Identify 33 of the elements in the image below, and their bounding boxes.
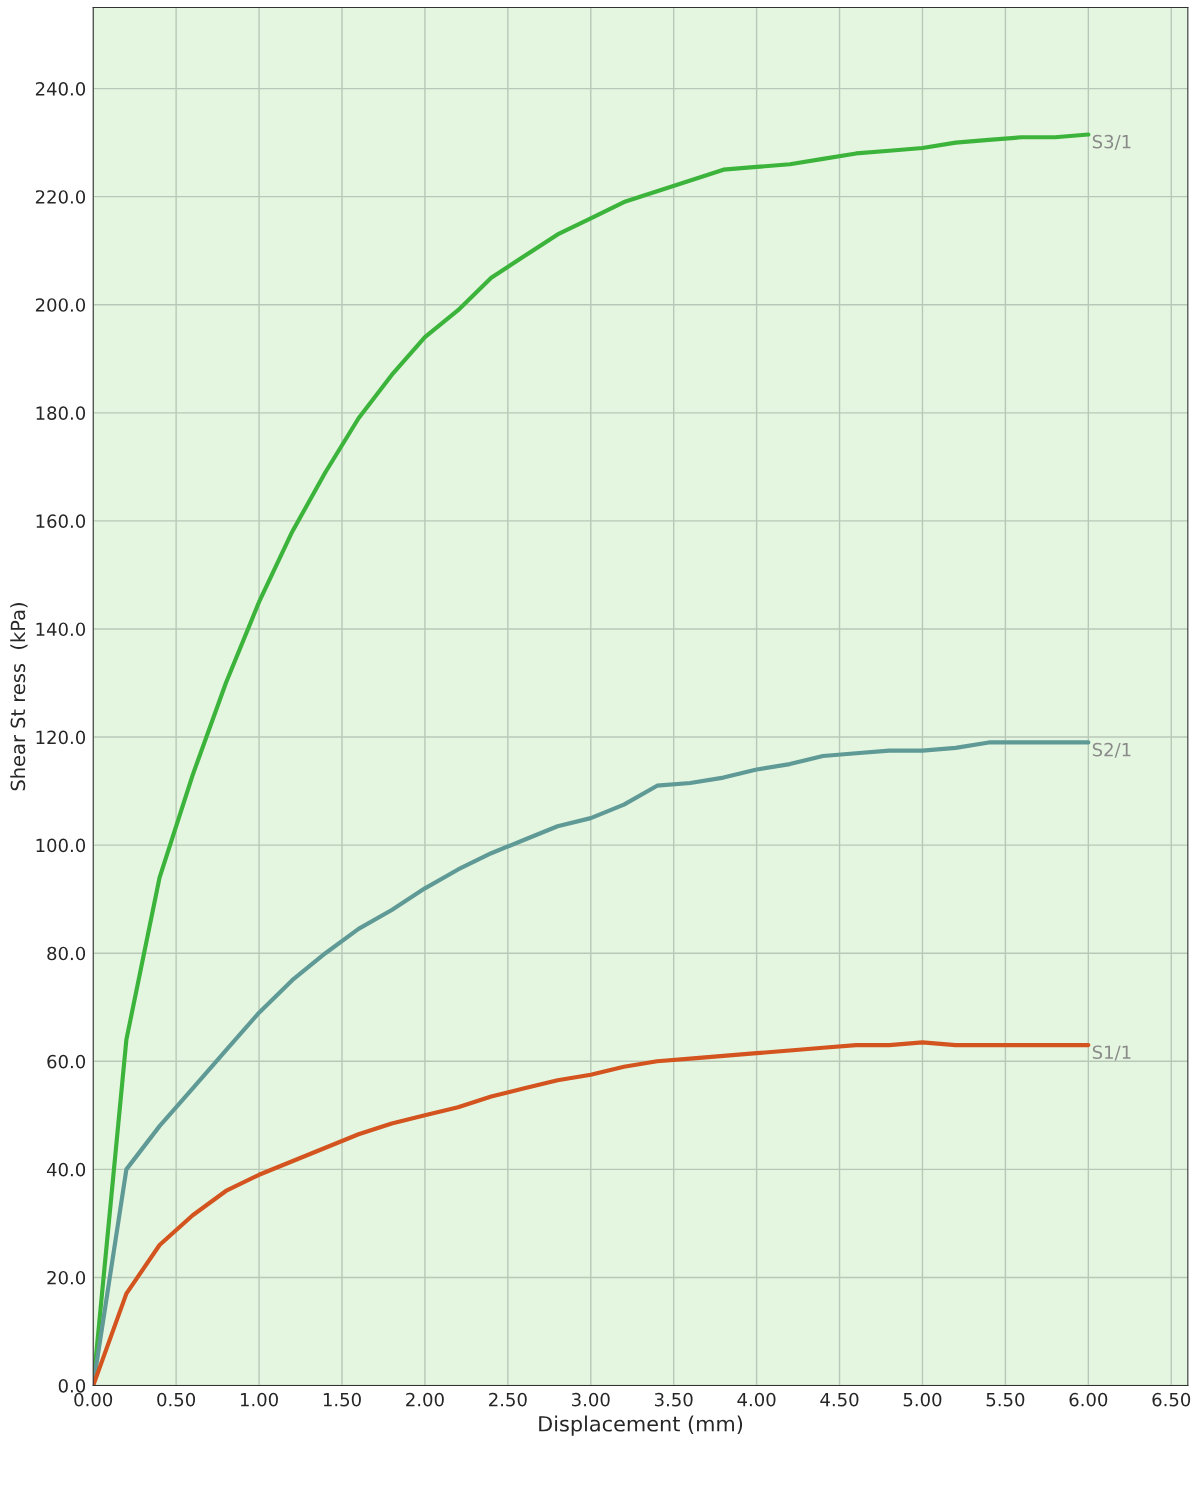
y-tick-label: 240.0 [35,82,86,96]
x-tick-label: 0.50 [157,1392,196,1407]
x-axis-title: Displacement (mm) [539,1415,743,1436]
y-tick-label: 40.0 [46,1162,86,1177]
y-tick-label: 200.0 [35,298,86,312]
x-tick-label: 1.50 [323,1392,361,1407]
y-tick-label: 180.0 [36,406,86,420]
y-tick-label: 160.0 [36,514,86,529]
y-tick-label: 100.0 [36,838,86,853]
series-label: S2/1 [1092,742,1131,758]
y-tick-label: 140.0 [36,622,86,637]
series-label: S1/1 [1092,1045,1131,1061]
x-tick-label: 5.50 [986,1392,1025,1407]
y-axis-title: Shear St ress (kPa) [10,603,28,791]
x-tick-label: 2.50 [489,1392,527,1407]
line-series [93,1040,1091,1386]
x-tick-label: 6.00 [1069,1392,1108,1407]
x-tick-label: 0.00 [74,1392,113,1407]
x-tick-label: 3.50 [654,1392,693,1407]
y-tick-label: 80.0 [47,946,86,961]
y-tick-label: 120.0 [36,730,86,745]
x-tick-label: 5.00 [903,1392,942,1407]
x-tick-label: 4.00 [737,1392,776,1407]
y-tick-label: 20.0 [47,1270,86,1285]
x-tick-label: 3.00 [572,1392,610,1407]
y-tick-label: 0.0 [58,1378,86,1393]
x-tick-label: 4.50 [820,1392,859,1407]
y-tick-label: 60.0 [47,1054,86,1069]
series-label: S3/1 [1092,134,1131,150]
x-tick-label: 2.00 [406,1392,444,1407]
y-tick-label: 220.0 [35,190,86,204]
x-tick-label: 1.00 [240,1392,278,1407]
x-tick-label: 6.50 [1152,1392,1191,1407]
